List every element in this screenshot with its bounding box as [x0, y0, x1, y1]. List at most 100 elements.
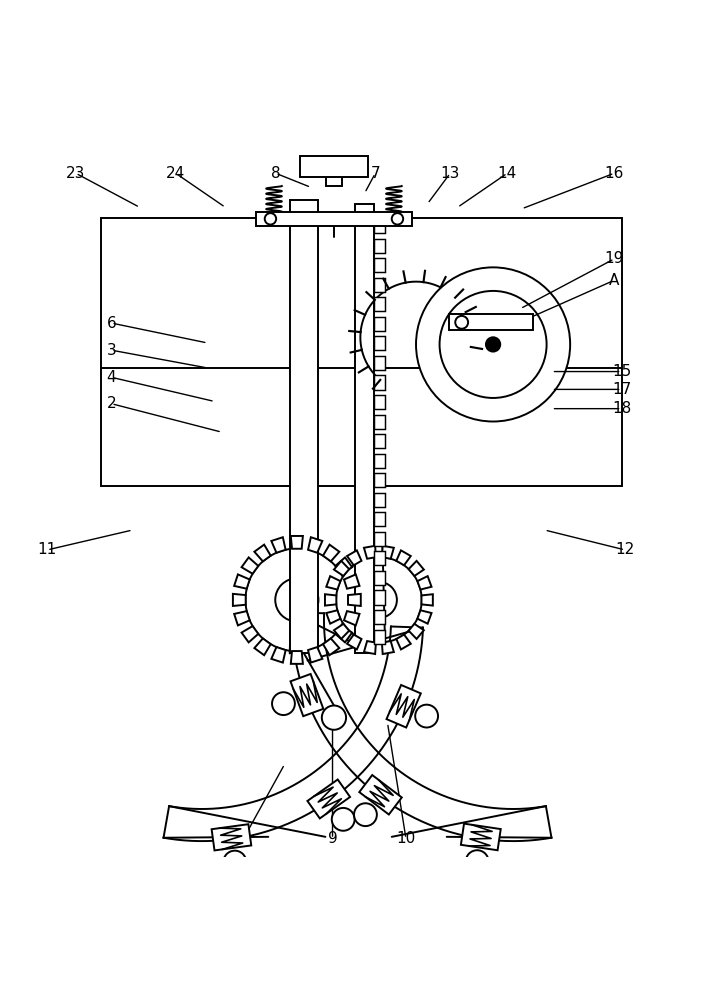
Circle shape: [245, 549, 348, 651]
Circle shape: [392, 213, 403, 225]
Polygon shape: [308, 647, 322, 663]
Polygon shape: [347, 550, 362, 565]
Text: A: A: [609, 273, 620, 288]
Bar: [374, 317, 385, 331]
Polygon shape: [271, 647, 285, 663]
Text: 9: 9: [327, 831, 337, 846]
Bar: [374, 258, 385, 272]
Text: 4: 4: [107, 370, 116, 385]
Polygon shape: [271, 537, 285, 553]
Bar: [374, 415, 385, 429]
Bar: [374, 454, 385, 468]
Polygon shape: [325, 594, 336, 606]
Polygon shape: [242, 557, 258, 574]
Polygon shape: [382, 641, 394, 654]
Polygon shape: [344, 574, 360, 589]
Bar: [300, 156, 368, 177]
Circle shape: [455, 316, 468, 329]
Text: 24: 24: [166, 166, 185, 181]
Text: 11: 11: [37, 542, 56, 557]
Circle shape: [272, 692, 295, 715]
Bar: [374, 610, 385, 624]
Polygon shape: [348, 594, 361, 606]
Circle shape: [223, 851, 246, 873]
Circle shape: [416, 267, 570, 422]
Text: 13: 13: [440, 166, 460, 181]
Polygon shape: [212, 824, 251, 850]
Polygon shape: [255, 545, 271, 561]
Polygon shape: [421, 594, 433, 606]
Polygon shape: [235, 574, 250, 589]
Bar: [101, 218, 621, 486]
Bar: [374, 571, 385, 585]
Circle shape: [275, 578, 318, 621]
Bar: [374, 551, 385, 565]
Text: 17: 17: [612, 382, 631, 397]
Polygon shape: [396, 550, 411, 565]
Text: 5: 5: [239, 831, 248, 846]
Circle shape: [332, 808, 355, 831]
Circle shape: [361, 582, 397, 618]
Polygon shape: [242, 626, 258, 642]
Polygon shape: [323, 638, 340, 655]
Polygon shape: [334, 561, 349, 576]
Text: 6: 6: [107, 316, 116, 331]
Polygon shape: [308, 537, 322, 553]
Circle shape: [336, 557, 422, 643]
Polygon shape: [344, 611, 360, 625]
Bar: [374, 630, 385, 644]
Text: 14: 14: [498, 166, 517, 181]
Text: 2: 2: [107, 396, 116, 411]
Bar: [374, 336, 385, 350]
Circle shape: [465, 850, 488, 873]
Bar: [374, 493, 385, 507]
Polygon shape: [364, 546, 376, 559]
Circle shape: [354, 803, 377, 826]
Polygon shape: [347, 635, 362, 649]
Bar: [374, 297, 385, 311]
Polygon shape: [364, 641, 376, 654]
Text: 12: 12: [616, 542, 635, 557]
Bar: [374, 239, 385, 253]
Polygon shape: [326, 610, 340, 624]
Polygon shape: [382, 546, 394, 559]
Bar: [256, 212, 412, 226]
Polygon shape: [335, 557, 352, 574]
Polygon shape: [326, 576, 340, 590]
Bar: [374, 219, 385, 233]
Text: 8: 8: [270, 166, 280, 181]
Polygon shape: [323, 545, 340, 561]
Polygon shape: [461, 824, 500, 850]
Polygon shape: [418, 576, 432, 590]
Polygon shape: [409, 561, 424, 576]
Circle shape: [265, 213, 276, 225]
Polygon shape: [335, 626, 352, 642]
Bar: [449, 314, 533, 330]
Text: 3: 3: [107, 343, 116, 358]
Text: 16: 16: [605, 166, 624, 181]
Polygon shape: [396, 635, 411, 649]
Bar: [374, 473, 385, 487]
Polygon shape: [307, 780, 350, 818]
Polygon shape: [334, 624, 349, 639]
Text: 23: 23: [66, 166, 85, 181]
Polygon shape: [387, 685, 421, 728]
Circle shape: [486, 337, 500, 352]
Circle shape: [415, 705, 438, 727]
Polygon shape: [291, 651, 303, 664]
Text: 18: 18: [612, 401, 631, 416]
Polygon shape: [291, 536, 303, 549]
Bar: [374, 512, 385, 526]
Bar: [374, 375, 385, 390]
Text: 10: 10: [396, 831, 415, 846]
Circle shape: [440, 291, 546, 398]
Bar: [355, 204, 374, 653]
Text: 19: 19: [605, 251, 624, 266]
Text: 7: 7: [370, 166, 380, 181]
Bar: [374, 356, 385, 370]
Polygon shape: [418, 610, 432, 624]
Polygon shape: [290, 674, 323, 716]
Polygon shape: [255, 638, 271, 655]
Polygon shape: [235, 611, 250, 625]
Bar: [374, 434, 385, 448]
